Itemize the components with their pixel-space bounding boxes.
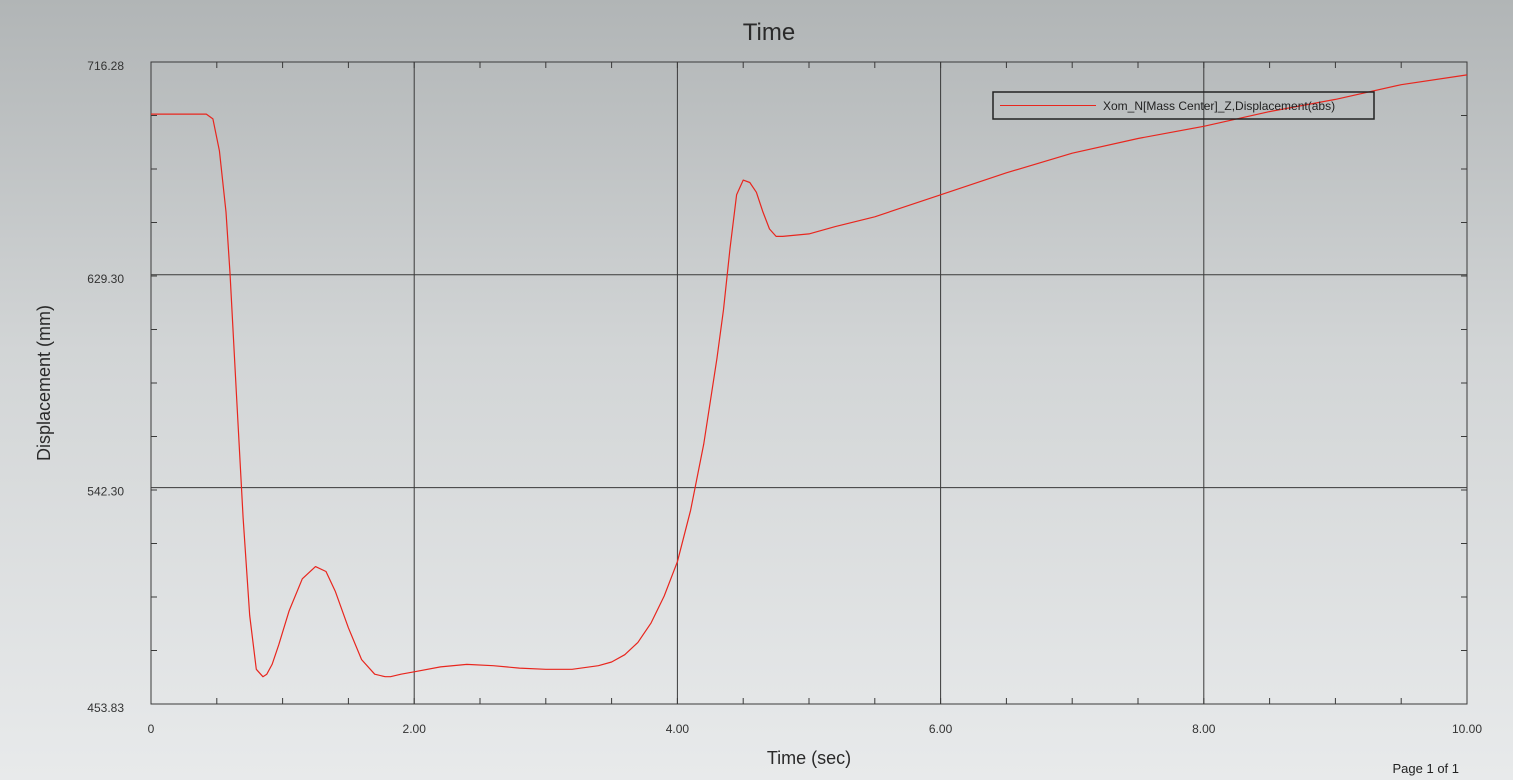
series-line [151,74,1468,678]
x-tick-label: 0 [148,722,155,736]
y-axis-label: Displacement (mm) [34,305,54,461]
grid-lines [151,62,1467,704]
chart-title: Time [743,19,795,46]
legend-box [992,91,1375,120]
x-axis-label: Time (sec) [767,748,851,768]
page-indicator: Page 1 of 1 [1392,761,1460,776]
y-tick-label: 453.83 [87,701,124,715]
y-tick-label: 542.30 [87,485,124,499]
x-tick-label: 6.00 [929,722,953,736]
y-tick-label: 629.30 [87,272,124,286]
x-tick-label: 10.00 [1452,722,1482,736]
x-tick-labels: 0 2.00 4.00 6.00 8.00 10.00 [148,722,1483,736]
plot-area [150,61,1468,705]
legend-label: Xom_N[Mass Center]_Z,Displacement(abs) [1103,99,1335,113]
y-tick-labels: 453.83 542.30 629.30 716.28 [87,59,124,715]
minor-ticks [151,62,1467,704]
series-group [151,74,1468,678]
x-tick-label: 8.00 [1192,722,1216,736]
x-tick-label: 4.00 [666,722,690,736]
y-tick-label: 716.28 [87,59,124,73]
x-tick-label: 2.00 [403,722,427,736]
legend[interactable]: Xom_N[Mass Center]_Z,Displacement(abs) [992,91,1375,120]
